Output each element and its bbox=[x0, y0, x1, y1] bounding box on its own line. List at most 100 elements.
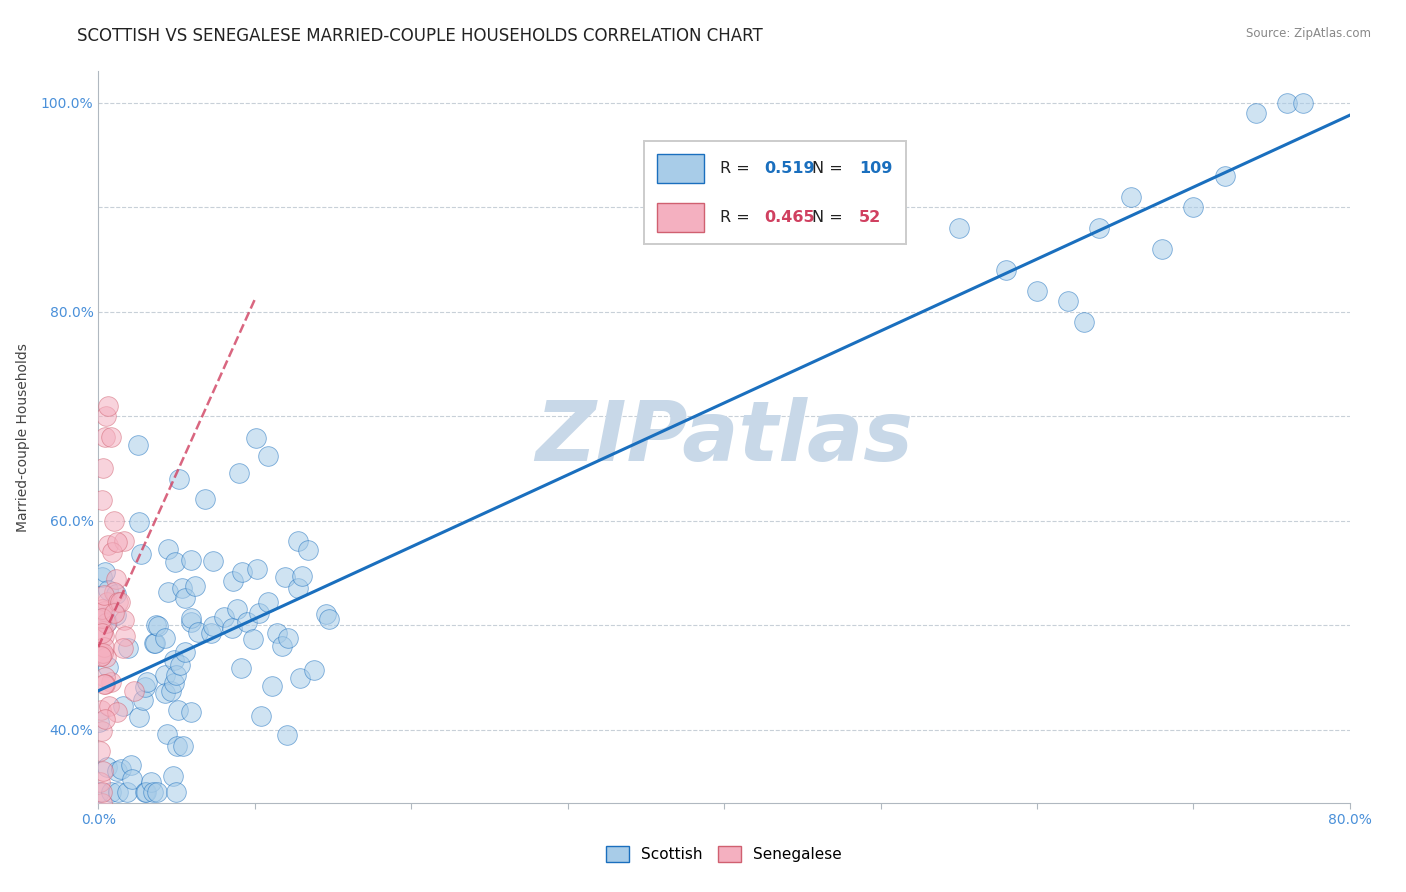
Point bbox=[122, 684, 145, 698]
Point bbox=[145, 617, 167, 632]
Point bbox=[156, 727, 179, 741]
Point bbox=[97, 660, 120, 674]
Point bbox=[153, 631, 176, 645]
Point bbox=[136, 675, 159, 690]
Point bbox=[948, 221, 970, 235]
Point bbox=[1213, 169, 1236, 183]
Point bbox=[96, 595, 118, 609]
Point bbox=[163, 653, 186, 667]
Point bbox=[89, 743, 111, 757]
Point bbox=[318, 612, 340, 626]
Point bbox=[214, 610, 236, 624]
Point bbox=[103, 584, 125, 599]
Point bbox=[103, 514, 125, 528]
Point bbox=[170, 581, 193, 595]
Point bbox=[129, 547, 152, 561]
Point bbox=[120, 758, 142, 772]
Point bbox=[1073, 315, 1095, 329]
Point bbox=[1057, 294, 1080, 309]
Point bbox=[128, 710, 150, 724]
Point bbox=[111, 640, 134, 655]
Text: 109: 109 bbox=[859, 161, 893, 176]
Point bbox=[100, 430, 122, 444]
Point bbox=[231, 566, 253, 580]
Y-axis label: Married-couple Households: Married-couple Households bbox=[15, 343, 30, 532]
Point bbox=[107, 785, 129, 799]
Point bbox=[94, 712, 117, 726]
Point bbox=[1182, 200, 1205, 214]
Point bbox=[139, 775, 162, 789]
Text: 0.519: 0.519 bbox=[765, 161, 815, 176]
Point bbox=[105, 705, 128, 719]
Text: N =: N = bbox=[811, 211, 848, 225]
Point bbox=[128, 515, 150, 529]
Point bbox=[121, 772, 143, 786]
Point bbox=[115, 785, 138, 799]
Point bbox=[167, 703, 190, 717]
Point bbox=[165, 667, 187, 681]
Point bbox=[90, 796, 112, 810]
Text: 0.465: 0.465 bbox=[765, 211, 815, 225]
Text: Source: ZipAtlas.com: Source: ZipAtlas.com bbox=[1246, 27, 1371, 40]
Point bbox=[228, 466, 250, 480]
Point bbox=[90, 649, 112, 664]
Point bbox=[90, 626, 112, 640]
Point bbox=[276, 728, 298, 742]
Point bbox=[89, 613, 111, 627]
Point bbox=[288, 671, 311, 685]
Point bbox=[134, 785, 156, 799]
Point bbox=[91, 624, 114, 638]
Point bbox=[90, 570, 112, 584]
Point bbox=[202, 554, 225, 568]
Point bbox=[166, 739, 188, 753]
Point bbox=[257, 595, 280, 609]
Point bbox=[221, 621, 243, 635]
Point bbox=[93, 640, 115, 655]
Text: R =: R = bbox=[720, 211, 755, 225]
Point bbox=[114, 629, 136, 643]
Point bbox=[155, 686, 177, 700]
Point bbox=[105, 607, 128, 622]
Point bbox=[117, 640, 139, 655]
Point bbox=[104, 573, 127, 587]
Point bbox=[100, 674, 122, 689]
Point bbox=[277, 632, 299, 646]
Point bbox=[262, 679, 284, 693]
Point bbox=[246, 562, 269, 576]
Point bbox=[225, 602, 247, 616]
Point bbox=[1277, 95, 1299, 110]
Point bbox=[236, 615, 259, 630]
Point bbox=[134, 680, 156, 694]
Point bbox=[200, 626, 222, 640]
Point bbox=[91, 492, 114, 507]
Point bbox=[93, 629, 115, 643]
Point bbox=[169, 657, 191, 672]
Text: 52: 52 bbox=[859, 211, 882, 225]
Point bbox=[89, 647, 111, 661]
Point bbox=[94, 670, 117, 684]
Point bbox=[291, 568, 314, 582]
Point bbox=[135, 785, 157, 799]
Point bbox=[194, 491, 217, 506]
Point bbox=[145, 785, 167, 799]
Point bbox=[105, 534, 128, 549]
Text: N =: N = bbox=[811, 161, 848, 176]
Point bbox=[287, 582, 309, 596]
Point bbox=[132, 693, 155, 707]
Point bbox=[1119, 190, 1142, 204]
Point bbox=[247, 606, 270, 620]
Point bbox=[180, 611, 202, 625]
Point bbox=[270, 640, 292, 654]
Point bbox=[274, 570, 297, 584]
Point bbox=[91, 461, 114, 475]
Point bbox=[167, 472, 190, 486]
Point bbox=[127, 438, 149, 452]
Point bbox=[97, 699, 120, 714]
Point bbox=[89, 775, 111, 789]
Point bbox=[156, 542, 179, 557]
Point bbox=[93, 610, 115, 624]
Point bbox=[159, 684, 181, 698]
Point bbox=[112, 613, 135, 627]
Point bbox=[110, 762, 132, 776]
FancyBboxPatch shape bbox=[658, 153, 704, 183]
